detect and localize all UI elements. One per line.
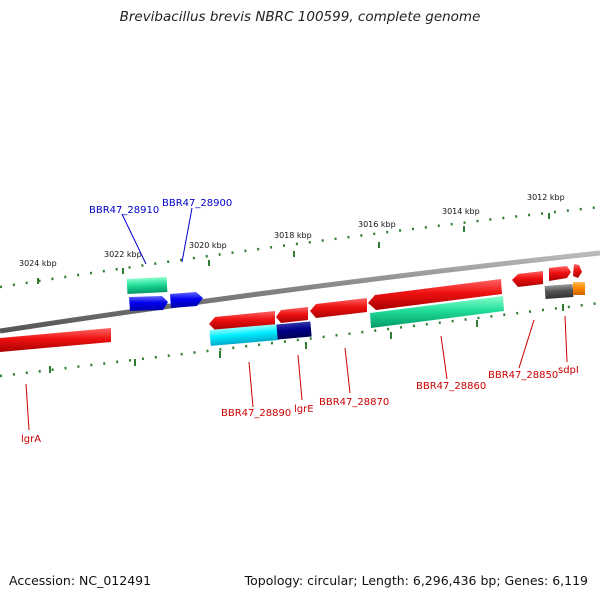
gene-bbr47-28870[interactable] <box>310 298 367 318</box>
gene-bbr47-28890[interactable] <box>209 311 275 330</box>
scale-label: 3022 kbp <box>104 250 142 259</box>
gene-navy-segment[interactable] <box>276 321 312 340</box>
inner-scale-ticks <box>0 301 600 378</box>
gene-label: BBR47_28890 <box>221 408 291 419</box>
gene-lgra[interactable] <box>0 328 111 352</box>
gene-lgre[interactable] <box>276 307 308 323</box>
gene-bbr47-28910[interactable] <box>126 276 168 295</box>
scale-label: 3018 kbp <box>274 231 312 240</box>
gene-sdpi-small[interactable] <box>573 264 582 278</box>
gene-bbr47-28850b[interactable] <box>549 266 571 281</box>
gene-bbr47-28860[interactable] <box>368 279 502 310</box>
scale-label: 3014 kbp <box>442 207 480 216</box>
leader-bbr47-28850 <box>518 319 535 369</box>
accession-text: Accession: NC_012491 <box>9 573 152 588</box>
gene-label: BBR47_28900 <box>162 198 232 209</box>
leader-lgre <box>297 354 303 401</box>
gene-label: sdpI <box>558 365 579 376</box>
gene-label: BBR47_28870 <box>319 397 389 408</box>
gene-cyan-segment[interactable] <box>209 324 279 346</box>
gene-gray-segment[interactable] <box>544 284 574 299</box>
gene-orange-segment[interactable] <box>573 282 585 295</box>
leader-bbr47-28910 <box>121 213 147 265</box>
gene-label: BBR47_28910 <box>89 205 159 216</box>
genome-backbone <box>0 250 600 334</box>
scale-label: 3012 kbp <box>527 193 565 202</box>
gene-label: BBR47_28850 <box>488 370 558 381</box>
leader-bbr47-28870 <box>344 347 351 394</box>
gene-label: BBR47_28860 <box>416 381 486 392</box>
gene-label: lgrE <box>294 404 314 415</box>
leader-sdpi <box>564 315 568 363</box>
gene-bbr47-28900[interactable] <box>170 292 203 308</box>
gene-bbr47-28910-blue[interactable] <box>129 296 168 311</box>
gene-label: lgrA <box>21 434 41 445</box>
leader-bbr47-28900 <box>181 207 193 263</box>
scale-label: 3020 kbp <box>189 241 227 250</box>
leader-bbr47-28860 <box>440 335 448 380</box>
genome-summary-text: Topology: circular; Length: 6,296,436 bp… <box>244 573 588 588</box>
gene-bbr47-28850[interactable] <box>512 271 543 287</box>
gene-green-long[interactable] <box>370 296 504 328</box>
scale-label: 3016 kbp <box>358 220 396 229</box>
outer-scale-arc <box>0 205 600 289</box>
map-title: Brevibacillus brevis NBRC 100599, comple… <box>119 9 481 25</box>
scale-label: 3024 kbp <box>19 259 57 268</box>
leader-bbr47-28890 <box>248 361 254 408</box>
leader-lgra <box>25 383 30 431</box>
outer-scale-ticks <box>0 205 600 289</box>
